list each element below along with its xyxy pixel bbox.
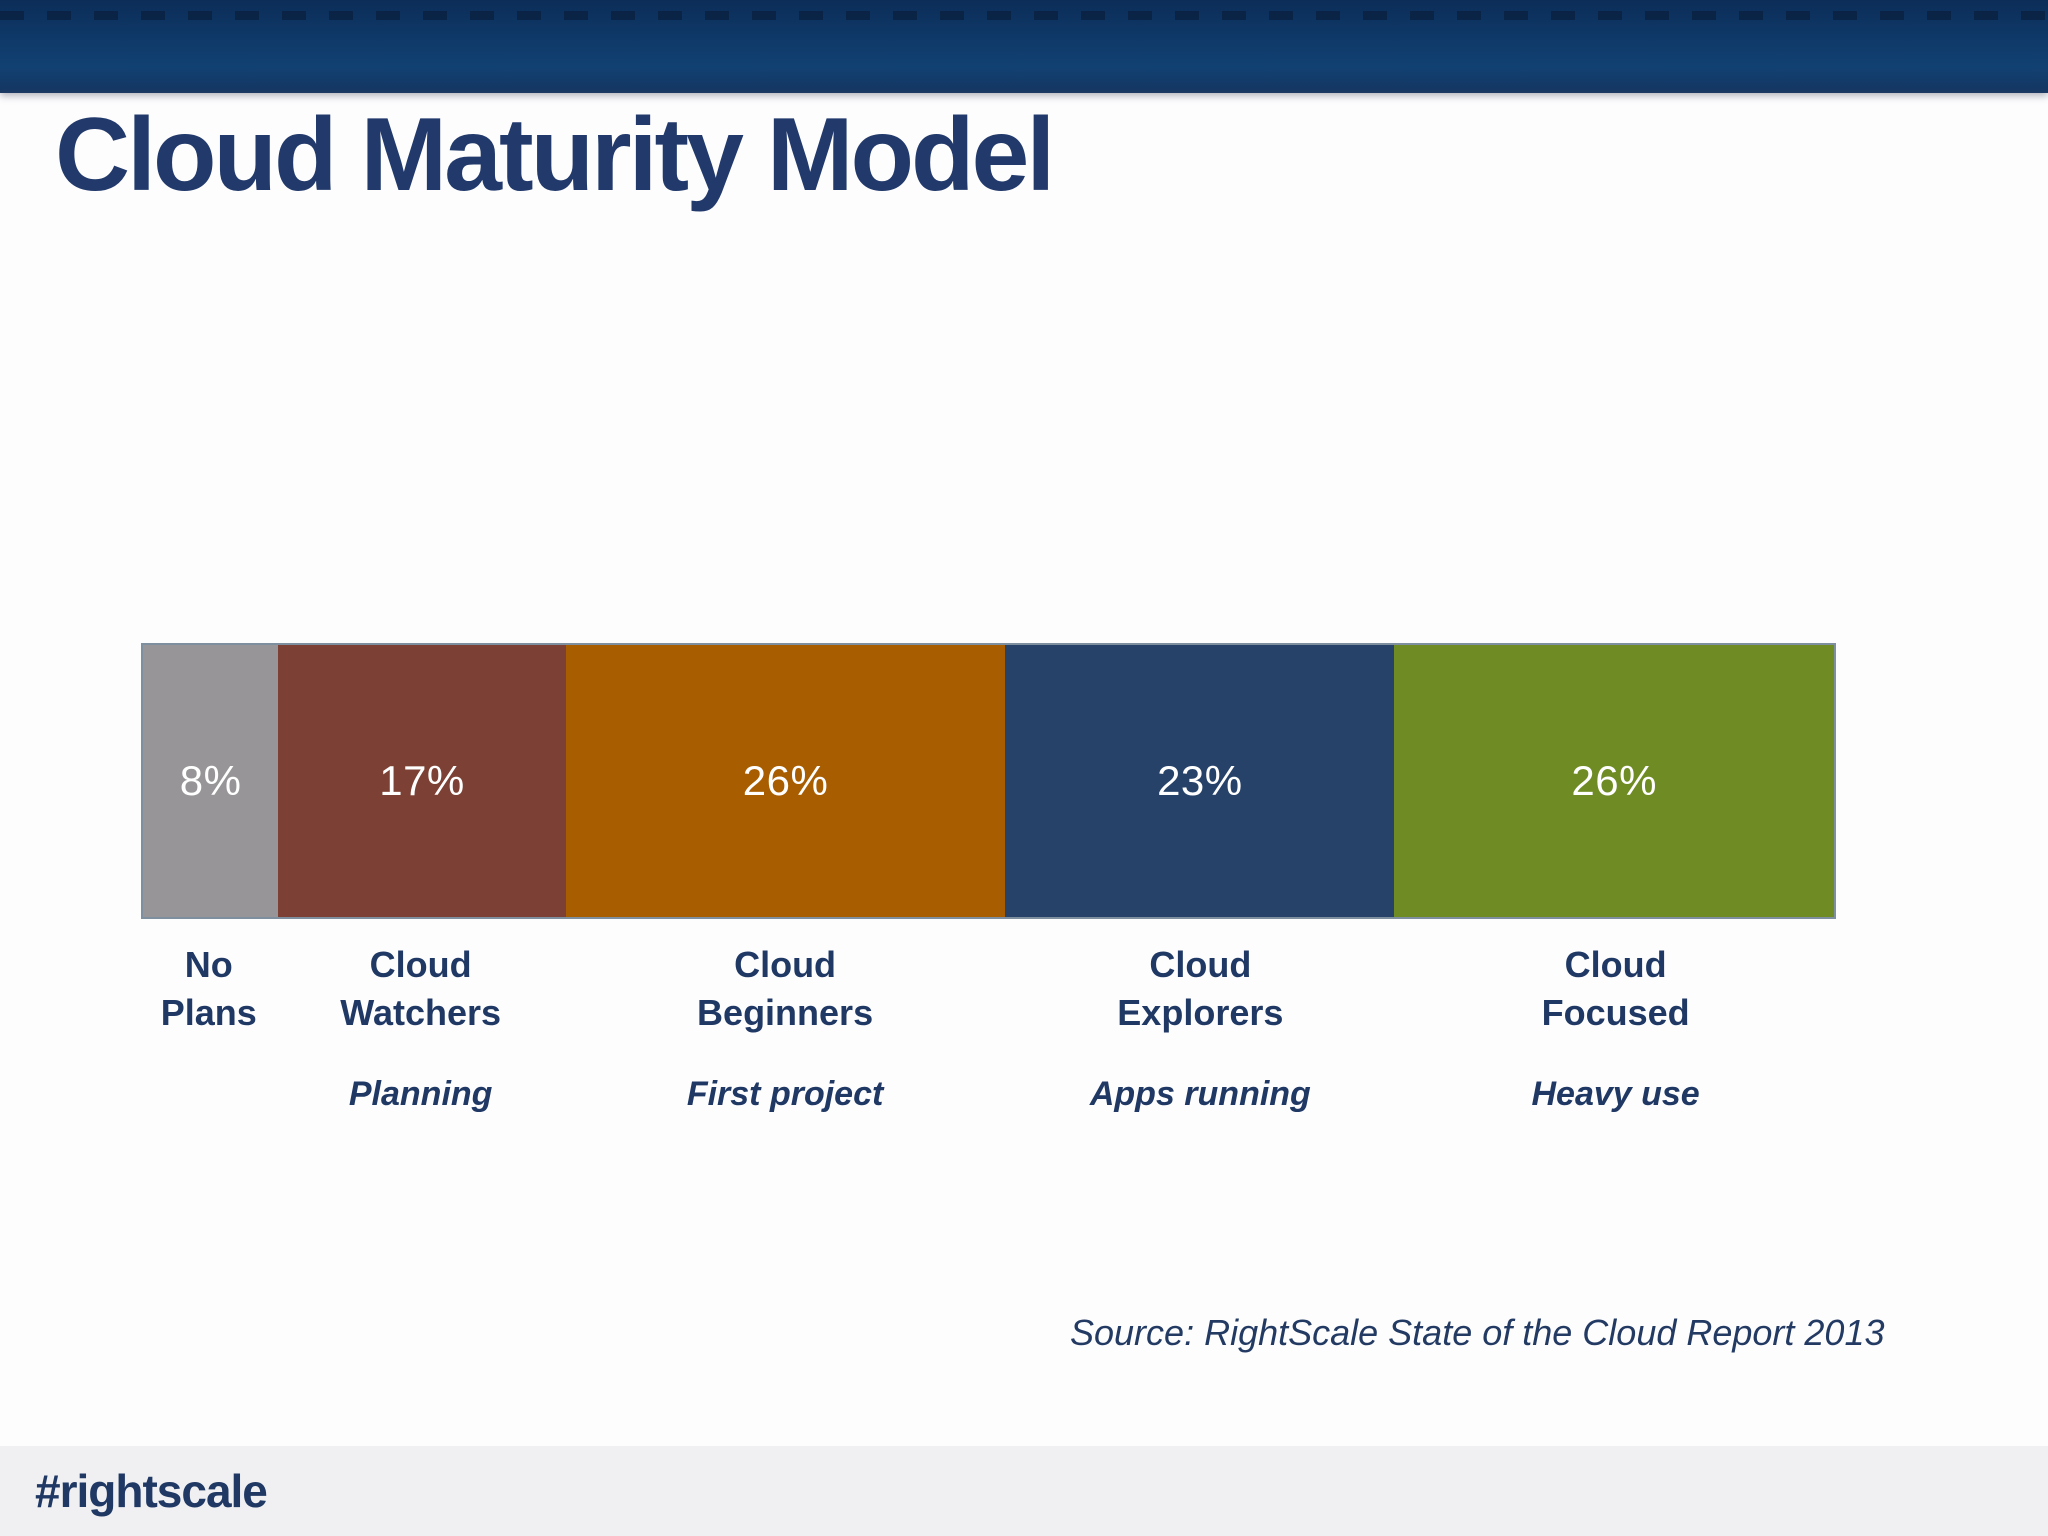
category-label-cell: Cloud Explorers Apps running xyxy=(1005,941,1395,1114)
category-name: Cloud Explorers xyxy=(1117,941,1283,1037)
category-name-line: No xyxy=(184,944,233,985)
footer-band: #rightscale xyxy=(0,1446,2048,1536)
category-label-cell: No Plans xyxy=(141,941,277,1114)
category-name-line: Cloud xyxy=(369,944,472,985)
page-title: Cloud Maturity Model xyxy=(55,97,1055,213)
footer-hashtag: #rightscale xyxy=(35,1465,268,1517)
category-label-cell: Cloud Focused Heavy use xyxy=(1395,941,1836,1114)
category-name-line: Cloud xyxy=(1564,944,1667,985)
category-name-line: Explorers xyxy=(1117,992,1284,1033)
segment-percent-label: 8% xyxy=(179,757,242,804)
category-label-cell: Cloud Watchers Planning xyxy=(277,941,565,1114)
category-name-line: Plans xyxy=(160,992,257,1033)
category-sublabel: Heavy use xyxy=(1531,1075,1700,1113)
category-name: Cloud Focused xyxy=(1542,941,1690,1037)
category-name: Cloud Watchers xyxy=(340,941,501,1037)
category-name-line: Cloud xyxy=(734,944,837,985)
segment-percent-label: 17% xyxy=(379,757,465,804)
bar-segment-cloud-focused: 26% xyxy=(1394,645,1834,917)
bar-segment-cloud-beginners: 26% xyxy=(565,645,1006,917)
stacked-bar-chart: 8% 17% 26% 23% 26% xyxy=(141,643,1836,919)
bar-segment-cloud-explorers: 23% xyxy=(1005,645,1395,917)
bar-segment-no-plans: 8% xyxy=(143,645,279,917)
header-texture xyxy=(0,11,2048,20)
segment-percent-label: 26% xyxy=(742,757,829,804)
source-note: Source: RightScale State of the Cloud Re… xyxy=(1070,1312,1885,1353)
segment-percent-label: 26% xyxy=(1571,757,1657,804)
category-sublabel: Apps running xyxy=(1089,1075,1311,1113)
category-name: No Plans xyxy=(161,941,257,1037)
category-sublabel: First project xyxy=(686,1075,884,1113)
category-name-line: Watchers xyxy=(340,992,502,1033)
category-name-line: Cloud xyxy=(1149,944,1252,985)
category-name-line: Beginners xyxy=(697,992,874,1033)
category-name-line: Focused xyxy=(1541,992,1690,1033)
bar-segment-cloud-watchers: 17% xyxy=(278,645,566,917)
category-name: Cloud Beginners xyxy=(697,941,873,1037)
header-band xyxy=(0,0,2048,93)
segment-percent-label: 23% xyxy=(1157,757,1243,804)
category-labels-row: No Plans Cloud Watchers Planning Cloud Beginne… xyxy=(141,941,1836,1114)
category-sublabel: Planning xyxy=(348,1075,493,1113)
category-label-cell: Cloud Beginners First project xyxy=(565,941,1006,1114)
